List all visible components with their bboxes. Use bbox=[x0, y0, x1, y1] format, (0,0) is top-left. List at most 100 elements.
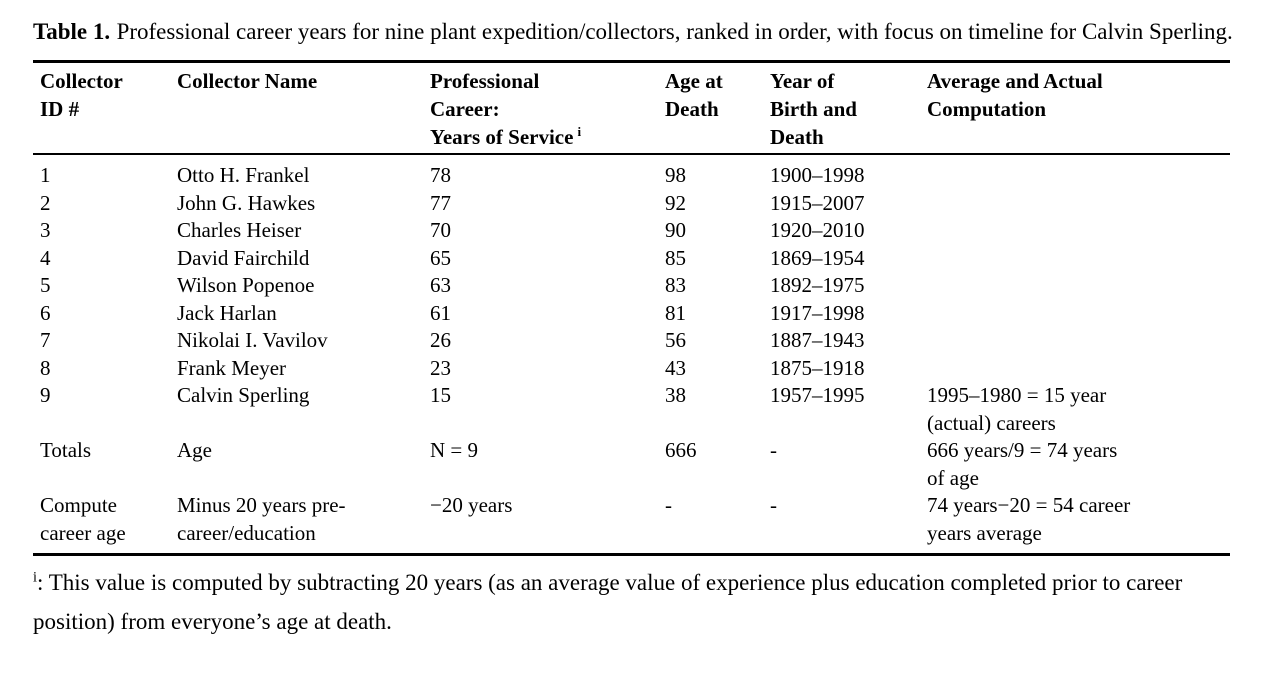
cell-computation bbox=[927, 327, 1230, 355]
cell-collector-id: 1 bbox=[40, 163, 51, 187]
cell-career-years: 61 bbox=[430, 300, 451, 325]
col-header-collector-name-text: Collector Name bbox=[177, 69, 318, 93]
table-row: 7 Nikolai I. Vavilov 26 56 1887–1943 bbox=[33, 327, 1230, 355]
cell-collector-id: 6 bbox=[40, 300, 51, 325]
col-header-career-years: Professional Career: Years of Service i bbox=[430, 61, 665, 155]
cell-collector-id: 5 bbox=[40, 273, 51, 297]
caption-label: Table 1. bbox=[33, 19, 111, 44]
col-header-computation-text: Average and Actual Computation bbox=[927, 69, 1103, 121]
table-caption: Table 1. Professional career years for ni… bbox=[33, 12, 1253, 52]
cell-collector-id: Totals bbox=[40, 438, 92, 462]
cell-collector-name: Minus 20 years pre- career/education bbox=[177, 493, 346, 545]
cell-age-at-death: 56 bbox=[665, 328, 686, 352]
col-header-collector-name: Collector Name bbox=[177, 61, 430, 155]
cell-age-at-death: 85 bbox=[665, 245, 686, 270]
table-row: 4 David Fairchild 65 85 1869–1954 bbox=[33, 245, 1230, 273]
cell-age-at-death: 43 bbox=[665, 355, 686, 380]
col-header-computation: Average and Actual Computation bbox=[927, 61, 1230, 155]
cell-birth-death: 1887–1943 bbox=[770, 328, 865, 352]
cell-age-at-death: 38 bbox=[665, 383, 686, 407]
cell-career-years: 70 bbox=[430, 218, 451, 242]
cell-career-years: 26 bbox=[430, 328, 451, 352]
table-row: 6 Jack Harlan 61 81 1917–1998 bbox=[33, 300, 1230, 328]
cell-career-years: 65 bbox=[430, 245, 451, 270]
col-header-age-at-death-text: Age at Death bbox=[665, 69, 723, 121]
cell-career-years: 15 bbox=[430, 383, 451, 407]
cell-birth-death: - bbox=[770, 493, 777, 517]
cell-computation bbox=[927, 217, 1230, 245]
cell-collector-name: Age bbox=[177, 438, 212, 462]
cell-birth-death: 1915–2007 bbox=[770, 190, 865, 215]
cell-birth-death: 1900–1998 bbox=[770, 163, 865, 187]
data-table: Collector ID # Collector Name Profession… bbox=[33, 60, 1230, 556]
cell-career-years: 78 bbox=[430, 163, 451, 187]
cell-computation: 1995–1980 = 15 year (actual) careers bbox=[927, 383, 1107, 435]
cell-career-years: 63 bbox=[430, 273, 451, 297]
cell-computation bbox=[927, 154, 1230, 190]
cell-collector-name: Wilson Popenoe bbox=[177, 273, 315, 297]
cell-collector-name: David Fairchild bbox=[177, 245, 310, 270]
table-row: 8 Frank Meyer 23 43 1875–1918 bbox=[33, 355, 1230, 383]
table-row-totals: Totals Age N = 9 666 - 666 years/9 = 74 … bbox=[33, 437, 1230, 492]
cell-collector-id: 9 bbox=[40, 383, 51, 407]
header-row: Collector ID # Collector Name Profession… bbox=[33, 61, 1230, 155]
cell-career-years: 23 bbox=[430, 355, 451, 380]
table-row: 2 John G. Hawkes 77 92 1915–2007 bbox=[33, 190, 1230, 218]
cell-computation bbox=[927, 355, 1230, 383]
cell-computation: 74 years−20 = 54 career years average bbox=[927, 493, 1131, 545]
table-row-compute-career-age: Compute career age Minus 20 years pre- c… bbox=[33, 492, 1230, 555]
table-row: 1 Otto H. Frankel 78 98 1900–1998 bbox=[33, 154, 1230, 190]
cell-collector-id: Compute career age bbox=[40, 493, 126, 545]
table-row: 3 Charles Heiser 70 90 1920–2010 bbox=[33, 217, 1230, 245]
footnote-marker: i bbox=[33, 569, 37, 586]
table-row: 9 Calvin Sperling 15 38 1957–1995 1995–1… bbox=[33, 382, 1230, 437]
cell-birth-death: 1892–1975 bbox=[770, 273, 865, 297]
cell-collector-id: 3 bbox=[40, 218, 51, 242]
cell-birth-death: 1875–1918 bbox=[770, 355, 865, 380]
col-header-age-at-death: Age at Death bbox=[665, 61, 770, 155]
cell-collector-id: 2 bbox=[40, 190, 51, 215]
cell-computation bbox=[927, 300, 1230, 328]
cell-collector-name: Otto H. Frankel bbox=[177, 163, 310, 187]
cell-age-at-death: 83 bbox=[665, 273, 686, 297]
cell-collector-name: Jack Harlan bbox=[177, 300, 277, 325]
cell-career-years: 77 bbox=[430, 190, 451, 215]
footnote-reference-superscript: i bbox=[577, 124, 582, 139]
cell-age-at-death: 90 bbox=[665, 218, 686, 242]
cell-collector-name: Charles Heiser bbox=[177, 218, 302, 242]
table-header: Collector ID # Collector Name Profession… bbox=[33, 61, 1230, 155]
cell-collector-id: 8 bbox=[40, 355, 51, 380]
cell-collector-name: Calvin Sperling bbox=[177, 383, 310, 407]
cell-computation bbox=[927, 272, 1230, 300]
cell-computation bbox=[927, 190, 1230, 218]
col-header-career-years-text: Professional Career: Years of Service bbox=[430, 69, 574, 149]
caption-text: Professional career years for nine plant… bbox=[116, 19, 1233, 44]
col-header-collector-id: Collector ID # bbox=[33, 61, 177, 155]
table-body: 1 Otto H. Frankel 78 98 1900–1998 2 John… bbox=[33, 154, 1230, 555]
table-row: 5 Wilson Popenoe 63 83 1892–1975 bbox=[33, 272, 1230, 300]
cell-career-years: −20 years bbox=[430, 493, 513, 517]
cell-collector-id: 7 bbox=[40, 328, 51, 352]
col-header-birth-death-text: Year of Birth and Death bbox=[770, 69, 857, 149]
cell-career-years: N = 9 bbox=[430, 438, 479, 462]
col-header-birth-death: Year of Birth and Death bbox=[770, 61, 927, 155]
cell-age-at-death: - bbox=[665, 493, 672, 517]
cell-collector-name: Nikolai I. Vavilov bbox=[177, 328, 328, 352]
cell-computation bbox=[927, 245, 1230, 273]
cell-age-at-death: 81 bbox=[665, 300, 686, 325]
cell-age-at-death: 92 bbox=[665, 190, 686, 215]
cell-computation: 666 years/9 = 74 years of age bbox=[927, 438, 1118, 490]
cell-collector-name: Frank Meyer bbox=[177, 355, 287, 380]
cell-collector-name: John G. Hawkes bbox=[177, 190, 316, 215]
cell-age-at-death: 666 bbox=[665, 438, 697, 462]
footnote-text: : This value is computed by subtracting … bbox=[33, 570, 1183, 634]
cell-collector-id: 4 bbox=[40, 245, 51, 270]
col-header-collector-id-text: Collector ID # bbox=[40, 69, 123, 121]
table-footnote: i: This value is computed by subtracting… bbox=[33, 563, 1193, 641]
cell-age-at-death: 98 bbox=[665, 163, 686, 187]
cell-birth-death: 1917–1998 bbox=[770, 300, 865, 325]
cell-birth-death: 1957–1995 bbox=[770, 383, 865, 407]
cell-birth-death: 1920–2010 bbox=[770, 218, 865, 242]
cell-birth-death: - bbox=[770, 438, 777, 462]
